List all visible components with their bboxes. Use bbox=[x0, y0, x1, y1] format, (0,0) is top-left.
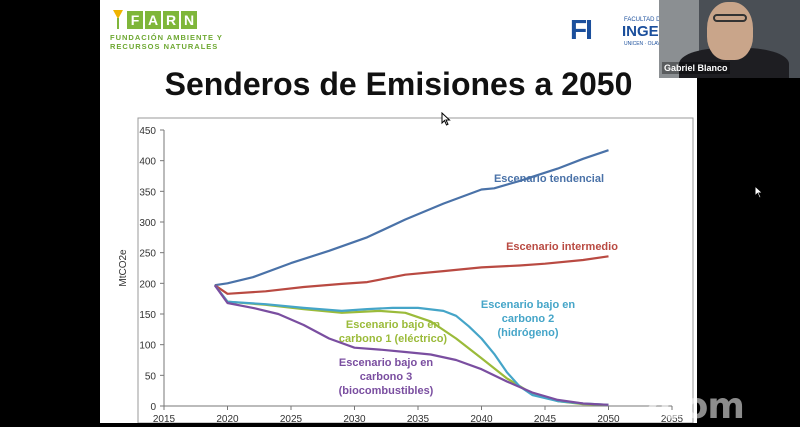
fi-mark: FI bbox=[570, 14, 593, 45]
mouse-cursor-icon bbox=[441, 111, 451, 131]
participant-name: Gabriel Blanco bbox=[662, 62, 730, 74]
fi-tiny-text: UNICEN · OLAVAR bbox=[624, 41, 668, 47]
farn-letter: N bbox=[181, 11, 197, 29]
y-tick-label: 300 bbox=[139, 218, 156, 229]
series-label-bajo2: Escenario bajo en bbox=[481, 299, 575, 311]
y-tick-label: 250 bbox=[139, 249, 156, 260]
fi-small-text: FACULTAD DE bbox=[624, 17, 665, 23]
y-tick-label: 200 bbox=[139, 279, 156, 290]
x-tick-label: 2020 bbox=[216, 414, 239, 423]
farn-subtitle-line1: FUNDACIÓN AMBIENTE Y bbox=[110, 33, 223, 42]
y-tick-label: 350 bbox=[139, 187, 156, 198]
glasses-icon bbox=[713, 14, 747, 22]
x-tick-label: 2035 bbox=[407, 414, 430, 423]
series-label-bajo1: Escenario bajo en bbox=[346, 319, 440, 331]
x-tick-label: 2015 bbox=[153, 414, 176, 423]
series-label-bajo1: carbono 1 (eléctrico) bbox=[339, 333, 448, 345]
farn-subtitle-line2: RECURSOS NATURALES bbox=[110, 42, 219, 51]
x-tick-label: 2050 bbox=[597, 414, 620, 423]
y-tick-label: 50 bbox=[145, 371, 157, 382]
video-person-face bbox=[707, 2, 753, 60]
series-label-bajo3: Escenario bajo en bbox=[339, 357, 433, 369]
farn-letter: F bbox=[127, 11, 143, 29]
farn-letter: R bbox=[163, 11, 179, 29]
participant-video[interactable]: Gabriel Blanco bbox=[659, 0, 800, 78]
series-line-tendencial bbox=[214, 149, 609, 287]
series-label-tendencial: Escenario tendencial bbox=[494, 173, 604, 185]
mouse-cursor-icon bbox=[754, 184, 764, 204]
y-tick-label: 400 bbox=[139, 157, 156, 168]
chart-frame bbox=[137, 117, 694, 423]
series-line-bajo2 bbox=[213, 284, 609, 406]
faculty-logo: FI FACULTAD DE INGEN UNICEN · OLAVAR bbox=[570, 14, 697, 48]
y-tick-label: 0 bbox=[150, 402, 156, 413]
y-axis-label: MtCO2e bbox=[118, 249, 129, 287]
farn-letter: A bbox=[145, 11, 161, 29]
x-tick-label: 2040 bbox=[470, 414, 493, 423]
series-label-intermedio: Escenario intermedio bbox=[506, 241, 618, 253]
farn-logo: F A R N FUNDACIÓN AMBIENTE Y RECURSOS NA… bbox=[110, 9, 240, 55]
x-tick-label: 2045 bbox=[534, 414, 557, 423]
x-tick-label: 2030 bbox=[343, 414, 366, 423]
series-label-bajo3: (biocombustibles) bbox=[339, 385, 434, 397]
series-label-bajo2: (hidrógeno) bbox=[497, 327, 558, 339]
series-label-bajo3: carbono 3 bbox=[360, 371, 413, 383]
farn-leaf-icon bbox=[112, 9, 124, 29]
y-tick-label: 100 bbox=[139, 341, 156, 352]
series-line-intermedio bbox=[214, 255, 609, 295]
y-tick-label: 450 bbox=[139, 126, 156, 137]
slide-title: Senderos de Emisiones a 2050 bbox=[164, 66, 633, 102]
presentation-slide: F A R N FUNDACIÓN AMBIENTE Y RECURSOS NA… bbox=[100, 0, 697, 423]
x-tick-label: 2025 bbox=[280, 414, 303, 423]
series-line-bajo3 bbox=[213, 284, 609, 406]
zoom-watermark: zoom bbox=[640, 386, 745, 427]
fi-big-text: INGEN bbox=[622, 23, 670, 40]
y-tick-label: 150 bbox=[139, 310, 156, 321]
series-label-bajo2: carbono 2 bbox=[502, 313, 555, 325]
emissions-chart: 0 50 100 150 200 250 300 350 400 450 2015 2020 2025 2… bbox=[118, 117, 694, 423]
x-tick-label: 2055 bbox=[661, 414, 684, 423]
